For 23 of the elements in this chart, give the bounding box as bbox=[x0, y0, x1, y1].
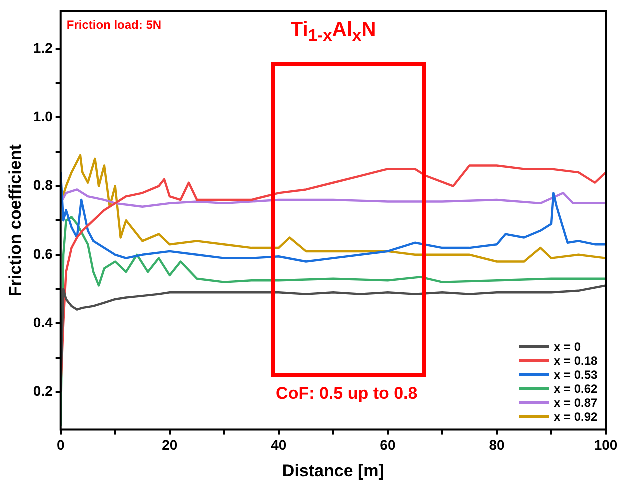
y-tick-label: 0.8 bbox=[33, 177, 54, 194]
annotation: CoF: 0.5 up to 0.8 bbox=[276, 384, 418, 404]
x-tick-label: 60 bbox=[380, 437, 396, 454]
x-axis-title: Distance [m] bbox=[282, 461, 384, 480]
x-tick-label: 100 bbox=[594, 437, 618, 454]
legend-label: x = 0.92 bbox=[554, 410, 598, 424]
y-tick-label: 0.2 bbox=[33, 382, 54, 399]
y-tick-label: 1.0 bbox=[33, 108, 54, 125]
y-tick-label: 1.2 bbox=[33, 40, 54, 56]
legend-label: x = 0.53 bbox=[554, 368, 598, 382]
x-tick-label: 0 bbox=[56, 437, 65, 454]
x-tick-label: 40 bbox=[271, 437, 287, 454]
y-tick-label: 0.4 bbox=[33, 314, 54, 330]
legend-label: x = 0 bbox=[554, 340, 582, 354]
x-tick-label: 20 bbox=[162, 437, 178, 454]
x-tick-label: 80 bbox=[489, 437, 505, 454]
y-tick-label: 0.6 bbox=[33, 246, 54, 262]
legend-label: x = 0.87 bbox=[554, 396, 598, 410]
annotation: Friction load: 5N bbox=[66, 18, 162, 32]
legend-label: x = 0.62 bbox=[554, 382, 598, 396]
text: Ti$_{1-x}$Al$_{x}$N bbox=[290, 19, 376, 46]
legend-label: x = 0.18 bbox=[554, 354, 598, 368]
y-axis-title: Friction coefficient bbox=[6, 144, 25, 297]
